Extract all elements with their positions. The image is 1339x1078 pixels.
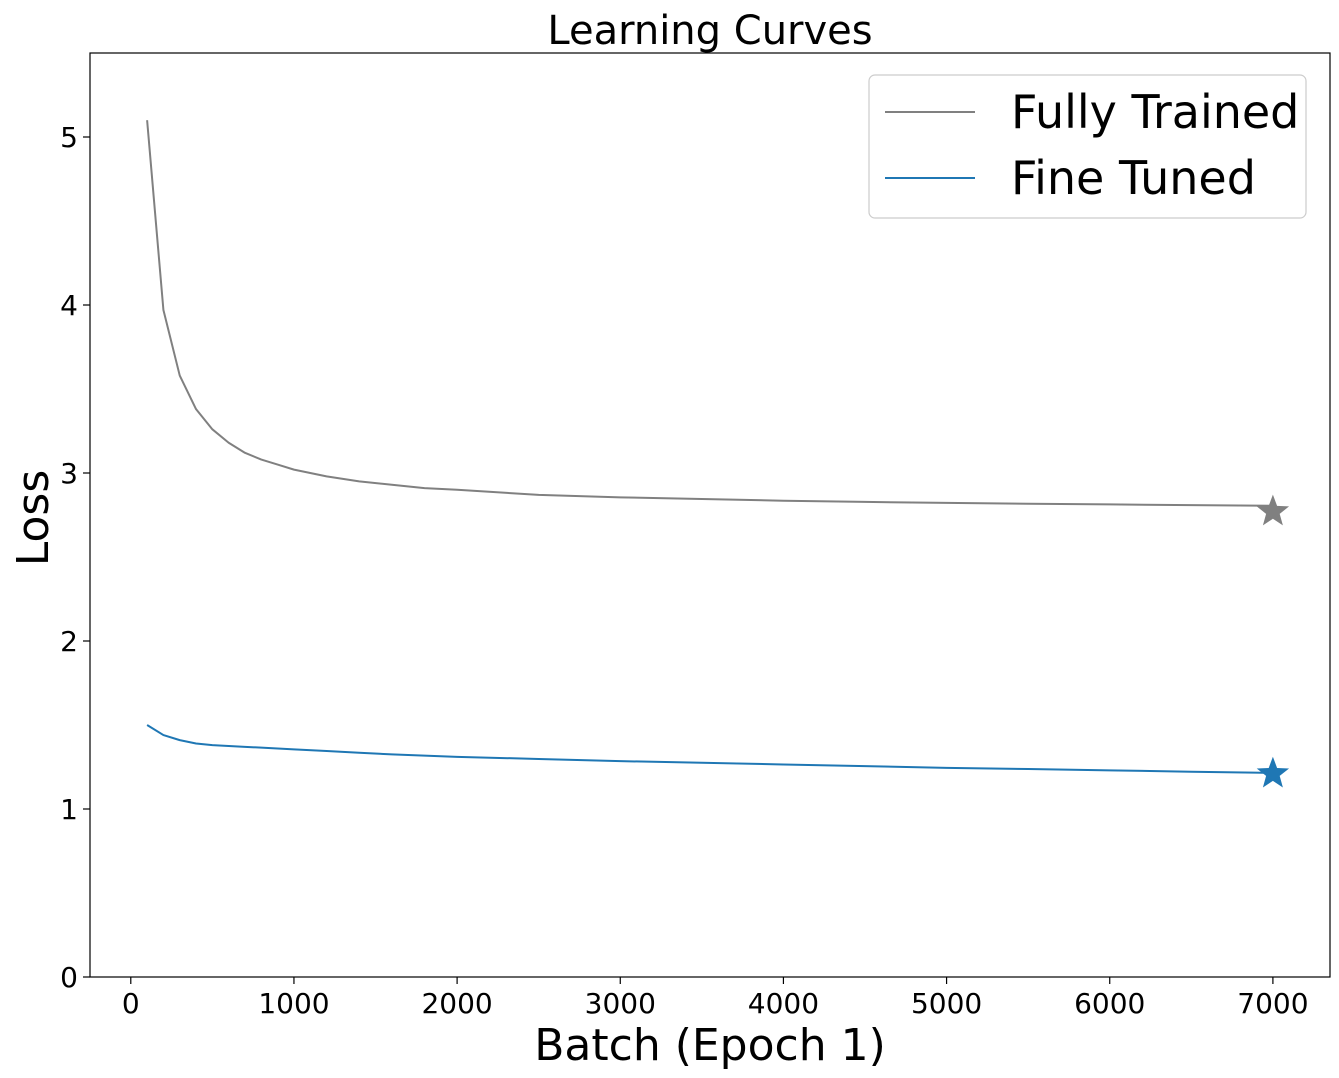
y-tick-label: 1 [60,793,78,826]
y-axis-title: Loss [8,470,59,567]
y-tick-label: 0 [60,961,78,994]
series-line-fully-trained [146,120,1273,507]
chart-title: Learning Curves [547,8,872,54]
axes-frame [89,52,1331,978]
legend-box [868,74,1307,219]
y-tick-label: 2 [60,625,78,658]
x-axis-title: Batch (Epoch 1) [534,1020,886,1071]
x-tick-label: 2000 [421,987,492,1020]
legend-label: Fine Tuned [1011,151,1256,205]
legend: Fully Trained Fine Tuned [868,74,1307,219]
legend-label: Fully Trained [1011,85,1299,139]
y-tick-label: 3 [60,457,78,490]
x-tick-label: 4000 [748,987,819,1020]
final-star-marker-fine-tuned [1256,756,1290,788]
x-tick-label: 6000 [1074,987,1145,1020]
plot-area [146,120,1290,788]
y-tick-label: 4 [60,289,78,322]
x-tick-label: 5000 [911,987,982,1020]
x-tick-label: 0 [122,987,140,1020]
x-tick-label: 1000 [258,987,329,1020]
x-tick-label: 7000 [1237,987,1308,1020]
series-line-fine-tuned [146,724,1273,774]
final-star-marker-fully-trained [1256,494,1290,526]
x-tick-label: 3000 [585,987,656,1020]
y-tick-label: 5 [60,121,78,154]
